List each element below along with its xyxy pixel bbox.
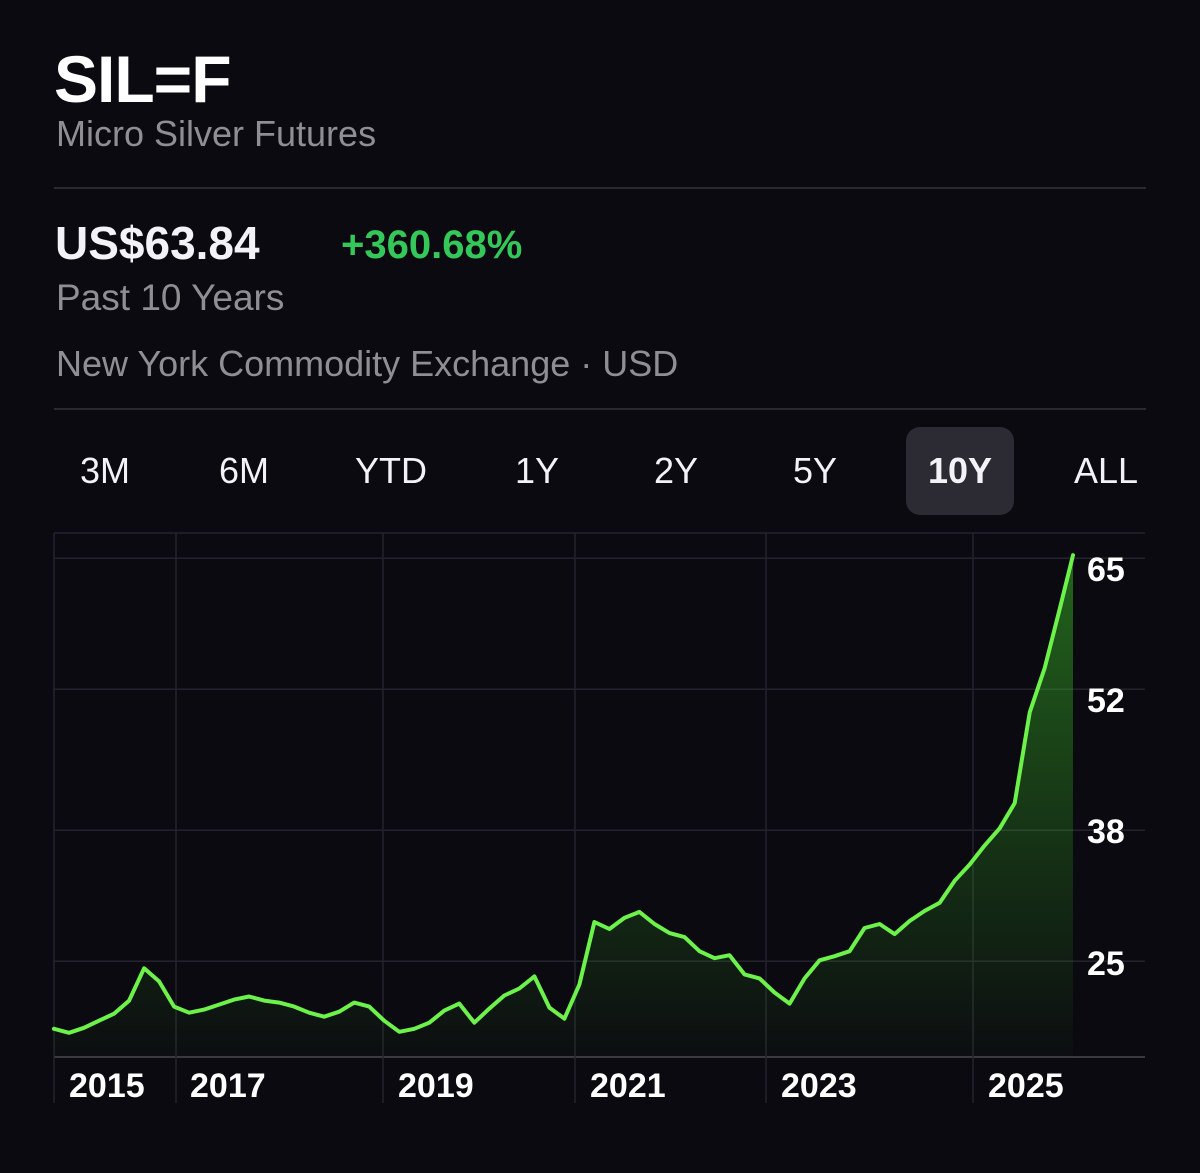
header-divider [54, 187, 1146, 189]
x-tick-label: 2021 [590, 1067, 666, 1105]
price-area-fill [54, 555, 1073, 1057]
x-tick-label: 2017 [190, 1067, 266, 1105]
percent-change: +360.68% [341, 223, 523, 267]
tab-2y[interactable]: 2Y [653, 450, 699, 491]
tab-3m[interactable]: 3M [79, 450, 131, 491]
y-tick-label: 65 [1087, 551, 1125, 589]
x-tick-label: 2023 [781, 1067, 857, 1105]
tab-10y[interactable]: 10Y [906, 427, 1014, 515]
y-tick-label: 52 [1087, 682, 1125, 720]
tab-ytd[interactable]: YTD [355, 450, 427, 491]
period-label: Past 10 Years [56, 277, 285, 318]
range-selector: 3M 6M YTD 1Y 2Y 5Y 10Y ALL [0, 427, 1200, 515]
instrument-name: Micro Silver Futures [56, 113, 377, 154]
price-chart[interactable]: 65 52 38 25 2015 2017 2019 2021 2023 2025 [0, 520, 1200, 1120]
tab-5y[interactable]: 5Y [792, 450, 838, 491]
exchange-label: New York Commodity Exchange · USD [56, 343, 679, 384]
current-price: US$63.84 [55, 217, 260, 269]
price-line [52, 553, 1075, 1035]
y-axis-labels: 65 52 38 25 [1087, 551, 1125, 983]
tab-1y[interactable]: 1Y [514, 450, 560, 491]
tab-6m[interactable]: 6M [218, 450, 270, 491]
quote-divider [54, 408, 1146, 410]
x-tick-label: 2025 [988, 1067, 1064, 1105]
tab-all[interactable]: ALL [1073, 450, 1139, 491]
ticker-symbol: SIL=F [54, 42, 232, 116]
y-tick-label: 25 [1087, 945, 1125, 983]
x-axis-labels: 2015 2017 2019 2021 2023 2025 [69, 1067, 1064, 1105]
y-tick-label: 38 [1087, 813, 1125, 851]
x-tick-label: 2019 [398, 1067, 474, 1105]
x-tick-label: 2015 [69, 1067, 145, 1105]
